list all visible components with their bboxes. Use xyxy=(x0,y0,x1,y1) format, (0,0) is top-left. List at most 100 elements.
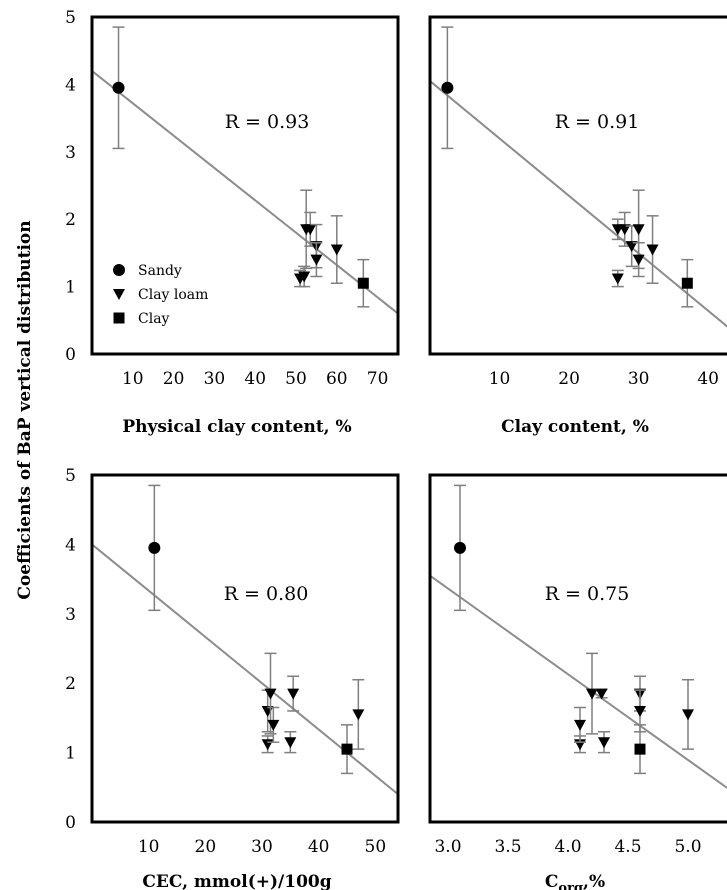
legend: Sandy Clay loam Clay xyxy=(113,263,208,327)
plot-frame xyxy=(428,473,727,824)
y-axis-label: Coefficients of BaP vertical distributio… xyxy=(15,220,35,599)
x-tick-label: 50 xyxy=(365,837,387,857)
data-point xyxy=(330,215,343,284)
point-marker xyxy=(625,241,638,253)
point-marker xyxy=(634,705,646,717)
y-tick-label: 3 xyxy=(65,143,76,163)
correlation-annotation: R = 0.80 xyxy=(224,583,309,605)
x-axis-label: CEC, mmol(+)/100g xyxy=(142,872,331,890)
fit-line xyxy=(430,80,727,328)
y-tick-label: 4 xyxy=(65,75,76,95)
x-tick-label: 40 xyxy=(244,369,266,389)
point-marker xyxy=(618,224,631,236)
x-axis-label: Corg,% xyxy=(545,872,605,890)
point-marker xyxy=(267,719,280,731)
legend-marker-square xyxy=(113,312,125,324)
x-tick-label: 30 xyxy=(204,369,226,389)
data-point xyxy=(352,678,365,750)
data-point xyxy=(586,652,598,735)
data-point xyxy=(634,724,646,775)
data-point xyxy=(310,242,323,278)
correlation-annotation: R = 0.75 xyxy=(545,583,630,605)
data-point xyxy=(595,688,608,700)
point-marker xyxy=(148,541,161,554)
y-tick-label: 3 xyxy=(65,605,76,625)
y-tick-label: 0 xyxy=(65,813,76,833)
plot-frame xyxy=(428,15,727,356)
point-marker xyxy=(310,254,323,266)
x-tick-label: 70 xyxy=(367,369,389,389)
x-axis-label: Physical clay content, % xyxy=(122,417,351,437)
x-tick-label: 10 xyxy=(122,369,144,389)
data-point xyxy=(287,675,300,712)
x-tick-label: 20 xyxy=(163,369,185,389)
point-marker xyxy=(112,81,125,94)
x-axis-label: Clay content, % xyxy=(501,417,649,437)
data-point xyxy=(441,26,454,150)
data-point xyxy=(148,484,161,612)
x-tick-label: 30 xyxy=(251,837,273,857)
data-point xyxy=(454,484,466,612)
point-marker xyxy=(287,688,300,700)
x-tick-label: 20 xyxy=(558,369,580,389)
x-tick-label: 50 xyxy=(285,369,307,389)
point-marker xyxy=(595,688,608,700)
point-marker xyxy=(682,709,694,721)
panel-4: 3.0 3.5 4.0 4.5 5.0 R = 0.75 Corg,% xyxy=(428,473,727,890)
x-tick-label: 3.0 xyxy=(434,837,461,857)
x-tick-label: 4.5 xyxy=(614,837,641,857)
data-point xyxy=(261,735,274,754)
fit-line xyxy=(430,574,727,790)
point-marker xyxy=(341,743,353,755)
y-tick-label: 2 xyxy=(65,674,76,694)
data-point xyxy=(646,215,659,284)
y-tick-label: 0 xyxy=(65,345,76,365)
x-tick-label: 5.0 xyxy=(674,837,701,857)
plot-frame xyxy=(90,473,400,824)
data-point xyxy=(681,258,694,308)
point-marker xyxy=(441,81,454,94)
y-tick-label: 4 xyxy=(65,535,76,555)
x-tick-label: 10 xyxy=(489,369,511,389)
point-marker xyxy=(634,743,646,755)
y-tick-label: 1 xyxy=(65,278,76,298)
correlation-annotation: R = 0.91 xyxy=(555,111,640,133)
point-marker xyxy=(632,254,645,266)
legend-marker-triangle-down xyxy=(113,289,125,300)
data-point xyxy=(267,706,280,743)
fit-line xyxy=(92,70,398,315)
legend-label: Clay xyxy=(138,311,170,327)
x-tick-label: 40 xyxy=(697,369,719,389)
x-tick-label: 30 xyxy=(628,369,650,389)
legend-label: Sandy xyxy=(138,263,182,279)
point-marker xyxy=(298,271,311,283)
point-marker xyxy=(264,688,277,700)
data-point xyxy=(284,731,297,754)
panel-1: 10 20 30 40 50 60 70 0 1 2 3 4 5 R = 0.93 Physical cla… xyxy=(65,8,400,437)
point-marker xyxy=(646,244,659,256)
point-marker xyxy=(284,737,297,749)
fit-line xyxy=(92,543,398,796)
panel-2: 10 20 30 40 R = 0.91 Clay content, % xyxy=(428,15,727,437)
data-point xyxy=(574,706,586,743)
legend-marker-circle xyxy=(113,264,125,276)
point-marker xyxy=(357,277,369,289)
data-point xyxy=(682,678,694,750)
point-marker xyxy=(586,688,598,700)
panel-3: 10 20 30 40 50 0 1 2 3 4 5 R = 0.80 CEC, mmol(+)/100… xyxy=(65,466,400,890)
legend-label: Clay loam xyxy=(138,287,208,303)
data-point xyxy=(632,242,645,278)
x-tick-label: 4.0 xyxy=(554,837,581,857)
point-marker xyxy=(598,737,610,749)
y-tick-label: 5 xyxy=(65,466,76,486)
point-marker xyxy=(454,541,466,554)
y-tick-label: 1 xyxy=(65,744,76,764)
point-marker xyxy=(261,739,274,751)
x-tick-label: 10 xyxy=(138,837,160,857)
data-point xyxy=(112,26,125,150)
data-point xyxy=(625,225,638,268)
data-point xyxy=(341,724,353,775)
data-point xyxy=(598,731,610,754)
point-marker xyxy=(330,244,343,256)
